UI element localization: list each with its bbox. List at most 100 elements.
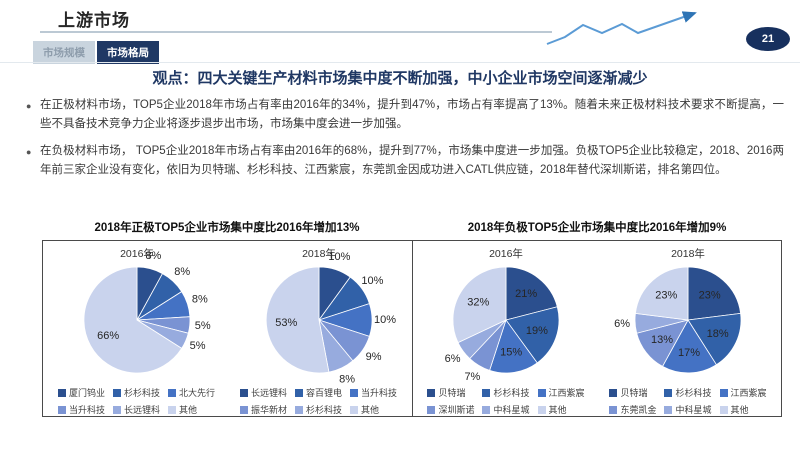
pie-data-label: 21% bbox=[515, 288, 537, 300]
pie-data-label: 9% bbox=[365, 351, 381, 363]
legend-swatch-icon bbox=[719, 405, 728, 414]
pie-slice bbox=[505, 266, 558, 321]
legend-item: 东莞凯金 bbox=[609, 403, 656, 416]
pie-chart-anode-2016年: 21% 19% 15% 7% 6% 32% 2016年 贝特瑞 杉杉科技 江西紫宸 深圳斯诺 中科星城… bbox=[415, 243, 597, 416]
legend-swatch-icon bbox=[427, 405, 436, 414]
legend-label: 杉杉科技 bbox=[305, 405, 342, 415]
bullet-icon: ● bbox=[26, 101, 32, 111]
legend-label: 当升科技 bbox=[361, 388, 398, 398]
legend-swatch-icon bbox=[427, 388, 436, 397]
pie-data-label: 18% bbox=[707, 328, 729, 340]
legend-swatch-icon bbox=[168, 405, 176, 414]
legend-label: 杉杉科技 bbox=[675, 388, 712, 398]
anode-chart-title: 2018年负极TOP5企业市场集中度比2016年增加9% bbox=[467, 222, 727, 234]
legend-label: 北大先行 bbox=[179, 388, 216, 398]
legend-item: 北大先行 bbox=[168, 386, 215, 399]
header-divider bbox=[40, 31, 552, 33]
legend-item: 厦门钨业 bbox=[57, 386, 105, 399]
pie-data-label: 7% bbox=[464, 371, 480, 383]
pie-legend: 长远锂科 容百锂电 当升科技 振华新材 杉杉科技 其他 bbox=[239, 386, 397, 416]
pie-slice bbox=[452, 266, 507, 344]
pie-data-label: 5% bbox=[189, 340, 205, 352]
legend-label: 厦门钨业 bbox=[68, 388, 105, 398]
legend-label: 长远锂科 bbox=[250, 388, 287, 398]
pie-data-label: 6% bbox=[445, 353, 461, 365]
legend-item: 贝特瑞 bbox=[427, 386, 465, 399]
pie-data-label: 15% bbox=[500, 347, 522, 359]
legend-swatch-icon bbox=[350, 405, 358, 414]
page-title: 上游市场 bbox=[58, 11, 130, 30]
pie-legend: 贝特瑞 杉杉科技 江西紫宸 深圳斯诺 中科星城 其他 bbox=[427, 386, 585, 416]
bullet-anode: ● 在负极材料市场， TOP5企业2018年市场占有率由2016年的68%，提升… bbox=[26, 142, 784, 179]
legend-swatch-icon bbox=[350, 388, 358, 397]
pie-data-label: 53% bbox=[275, 317, 297, 329]
legend-item: 中科星城 bbox=[664, 403, 712, 416]
pie-data-label: 17% bbox=[678, 347, 700, 359]
legend-item: 深圳斯诺 bbox=[427, 403, 474, 416]
legend-label: 深圳斯诺 bbox=[438, 405, 475, 415]
legend-item: 江西紫宸 bbox=[719, 386, 767, 399]
pie-slice bbox=[265, 266, 329, 374]
pie-slice bbox=[634, 266, 689, 321]
legend-swatch-icon bbox=[719, 388, 728, 397]
legend-item: 杉杉科技 bbox=[482, 386, 530, 399]
legend-swatch-icon bbox=[57, 388, 66, 397]
legend-item: 贝特瑞 bbox=[609, 386, 647, 399]
cathode-chart-title: 2018年正极TOP5企业市场集中度比2016年增加13% bbox=[94, 222, 360, 234]
tab-market-structure[interactable]: 市场格局 bbox=[97, 41, 159, 64]
pie-data-label: 8% bbox=[145, 250, 161, 262]
legend-swatch-icon bbox=[664, 388, 673, 397]
legend-item: 当升科技 bbox=[350, 386, 397, 399]
pie-year-label: 2016年 bbox=[489, 247, 523, 260]
legend-label: 其他 bbox=[730, 405, 749, 415]
legend-label: 江西紫宸 bbox=[548, 388, 585, 398]
legend-item: 长远锂科 bbox=[239, 386, 287, 399]
legend-item: 当升科技 bbox=[57, 403, 105, 416]
legend-item: 杉杉科技 bbox=[664, 386, 712, 399]
pie-year-label: 2018年 bbox=[671, 247, 705, 260]
legend-label: 东莞凯金 bbox=[620, 405, 657, 415]
legend-label: 其他 bbox=[548, 405, 567, 415]
bullet-text: 在正极材料市场，TOP5企业2018年市场占有率由2016年的34%，提升到47… bbox=[40, 99, 784, 130]
bullet-list: ● 在正极材料市场，TOP5企业2018年市场占有率由2016年的34%，提升到… bbox=[26, 96, 784, 189]
tab-bar: 市场规模 市场格局 bbox=[33, 41, 159, 64]
legend-label: 中科星城 bbox=[675, 405, 712, 415]
legend-item: 其他 bbox=[537, 403, 567, 416]
pie-data-label: 23% bbox=[655, 289, 677, 301]
legend-item: 杉杉科技 bbox=[112, 386, 160, 399]
legend-swatch-icon bbox=[112, 388, 121, 397]
legend-swatch-icon bbox=[482, 405, 491, 414]
tab-bar-divider bbox=[0, 62, 800, 63]
bullet-icon: ● bbox=[26, 147, 32, 158]
legend-swatch-icon bbox=[294, 405, 303, 414]
legend-label: 当升科技 bbox=[68, 405, 105, 415]
pie-legend: 厦门钨业 杉杉科技 北大先行 当升科技 长远锂科 其他 bbox=[57, 386, 215, 416]
legend-swatch-icon bbox=[482, 388, 491, 397]
legend-swatch-icon bbox=[57, 405, 66, 414]
pie-data-label: 19% bbox=[526, 325, 548, 337]
pie-data-label: 10% bbox=[373, 314, 395, 326]
pie-data-label: 8% bbox=[339, 374, 355, 385]
anode-charts-area: 21% 19% 15% 7% 6% 32% 2016年 贝特瑞 杉杉科技 江西紫宸 深圳斯诺 中科星城… bbox=[412, 241, 781, 416]
legend-item: 其他 bbox=[350, 403, 379, 416]
pie-chart-anode-2018年: 23% 18% 17% 13% 6% 23% 2018年 贝特瑞 杉杉科技 江西紫宸 东莞凯金 中科星… bbox=[597, 243, 779, 416]
chart-titles-row: 2018年正极TOP5企业市场集中度比2016年增加13% 2018年负极TOP… bbox=[42, 219, 782, 235]
legend-swatch-icon bbox=[168, 388, 176, 397]
pie-chart-cathode-2018年: 10% 10% 10% 9% 8% 53% 2018年 长远锂科 容百锂电 当升科技 振华新材 杉杉科… bbox=[228, 243, 410, 416]
pie-svg: 8% 8% 8% 5% 5% 66% 2016年 bbox=[83, 247, 210, 374]
legend-label: 杉杉科技 bbox=[493, 388, 530, 398]
pie-slice bbox=[83, 266, 182, 374]
tab-market-scale[interactable]: 市场规模 bbox=[33, 41, 95, 64]
pie-data-label: 10% bbox=[328, 251, 350, 263]
pie-svg: 23% 18% 17% 13% 6% 23% 2018年 bbox=[614, 247, 742, 374]
cathode-charts-area: 8% 8% 8% 5% 5% 66% 2016年 厦门钨业 杉杉科技 北大先行 当升科技 长远锂科 其他… bbox=[43, 241, 412, 416]
pie-slice bbox=[489, 319, 538, 374]
legend-item: 振华新材 bbox=[239, 403, 287, 416]
legend-swatch-icon bbox=[239, 405, 248, 414]
pie-svg: 21% 19% 15% 7%6% 32% 2016年 bbox=[445, 247, 560, 383]
legend-label: 其他 bbox=[179, 405, 198, 415]
legend-item: 江西紫宸 bbox=[537, 386, 585, 399]
pie-data-label: 66% bbox=[97, 330, 119, 342]
pie-svg: 10% 10% 10% 9% 8% 53% 2018年 bbox=[265, 247, 396, 385]
legend-label: 振华新材 bbox=[250, 405, 287, 415]
